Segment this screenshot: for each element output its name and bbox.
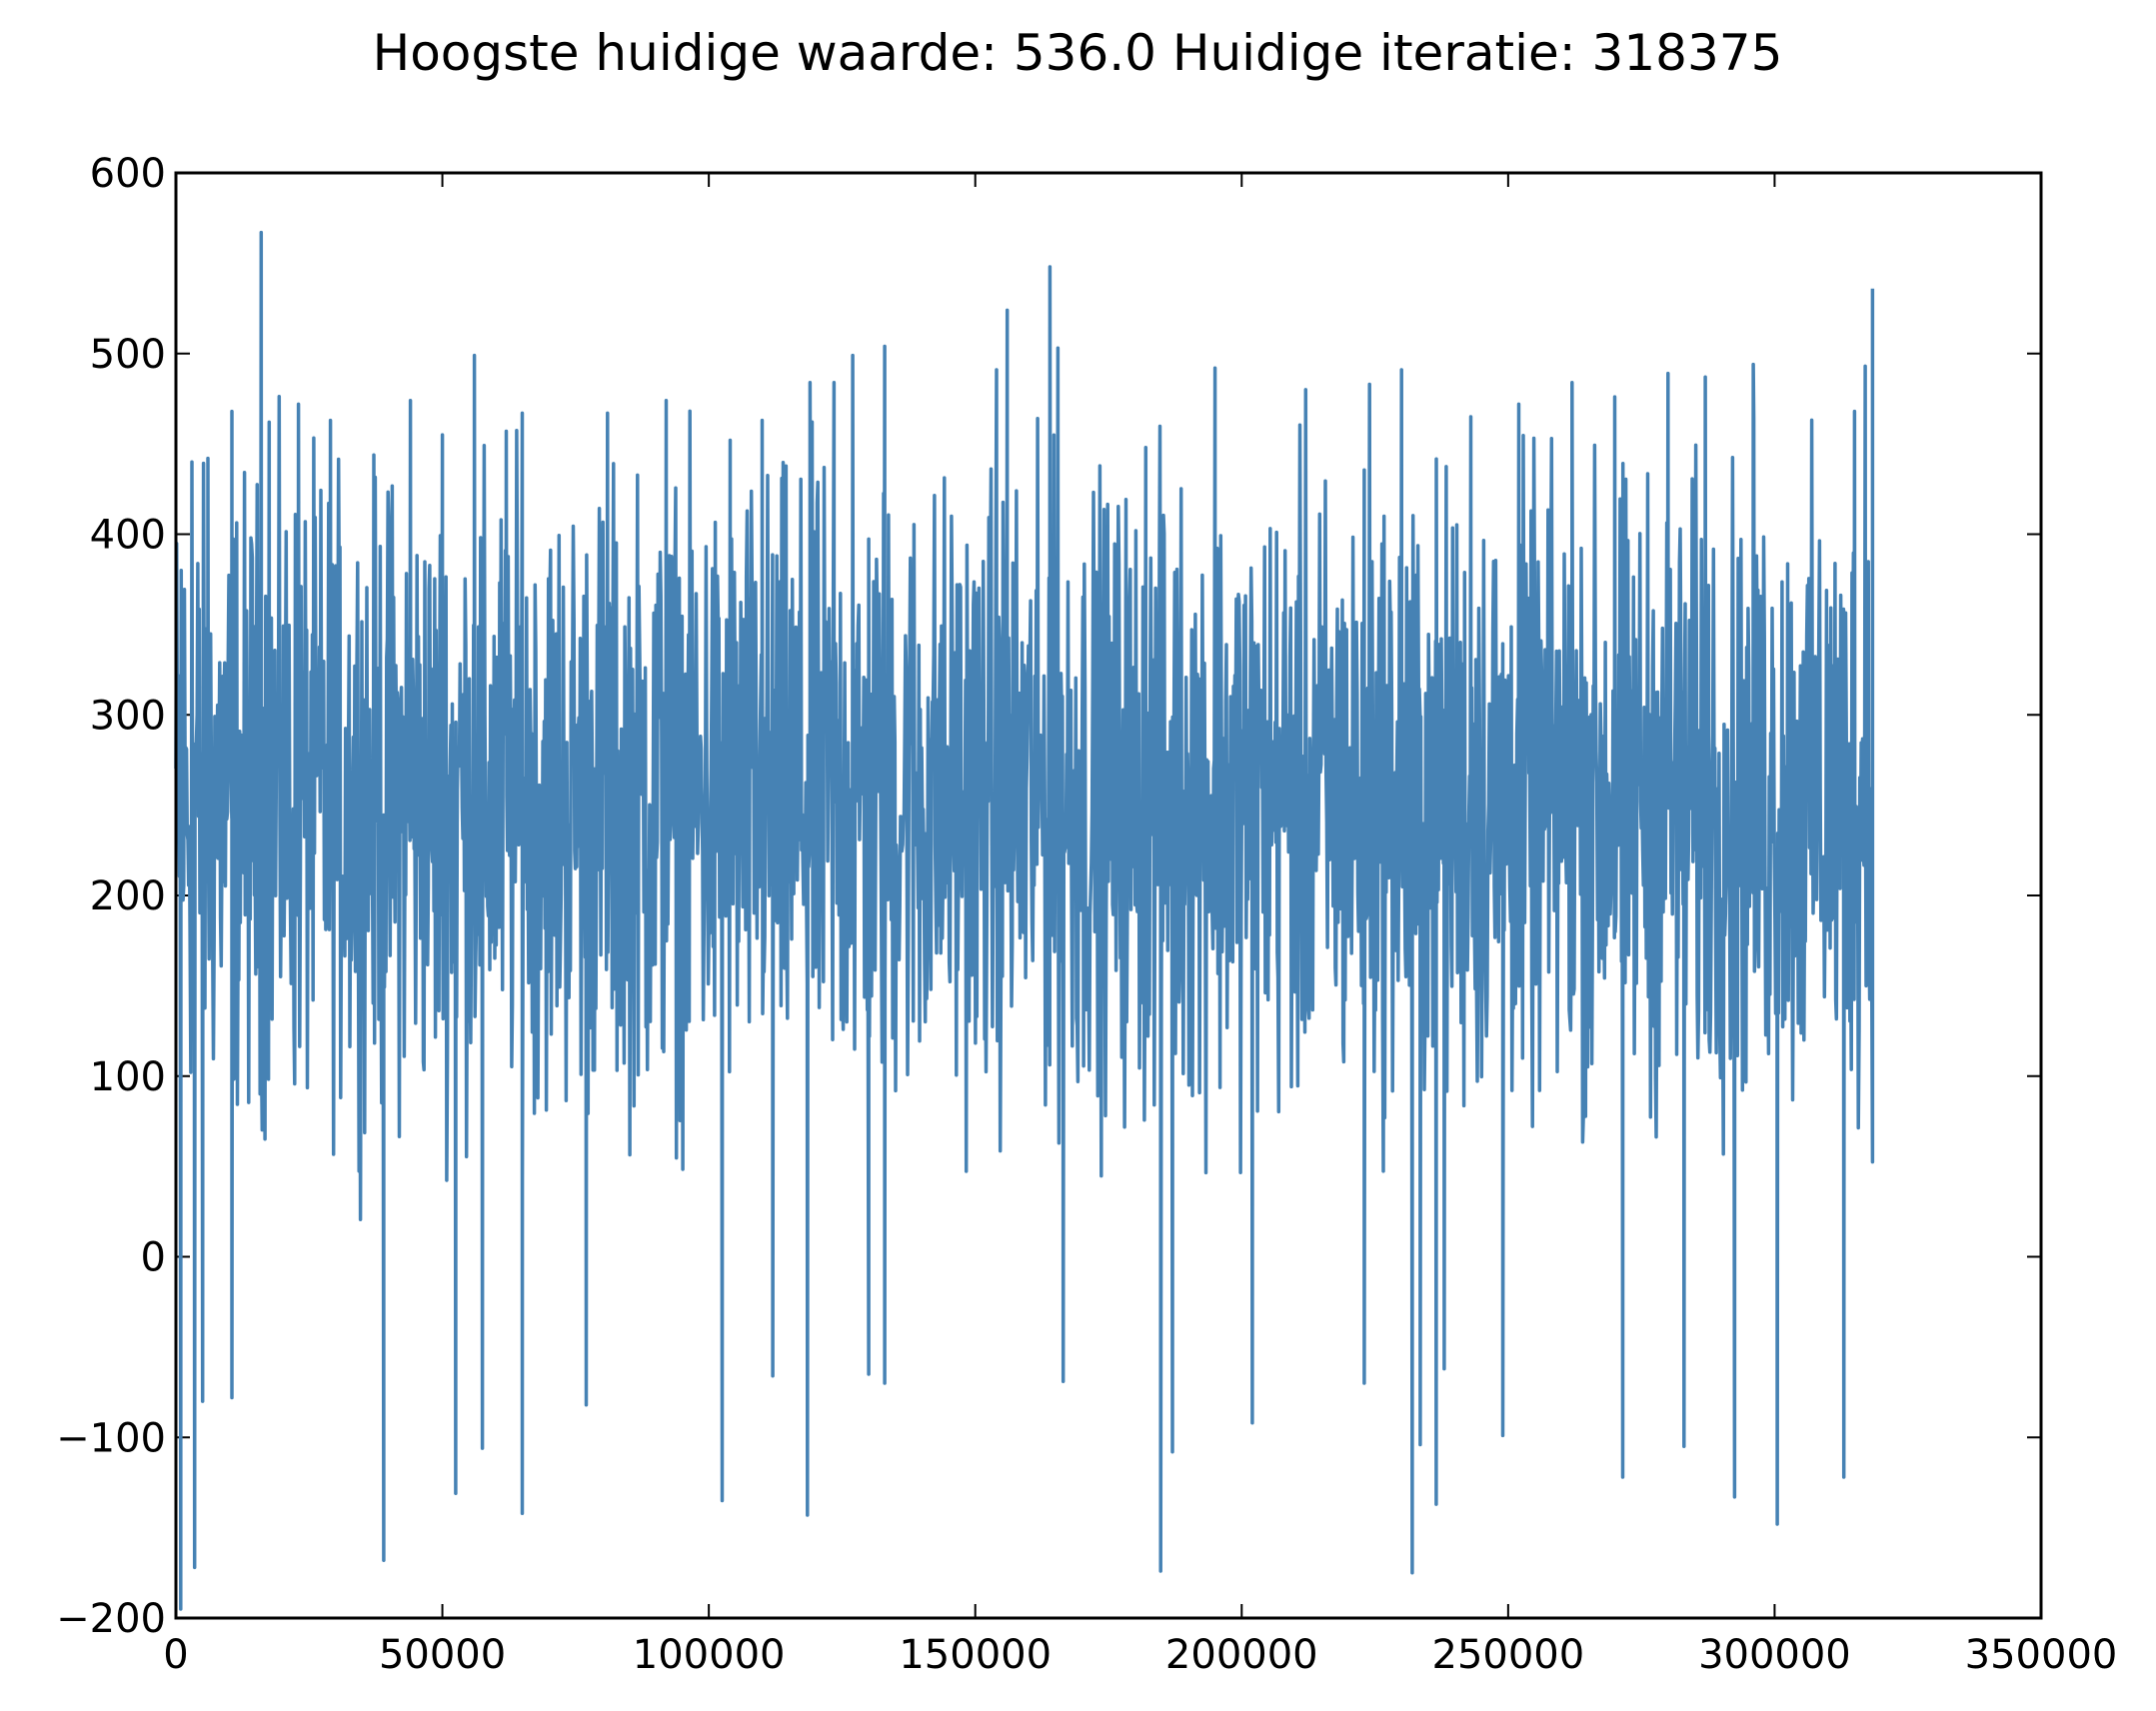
x-tick-label: 50000 (379, 1632, 506, 1678)
y-tick-label: 300 (90, 693, 166, 739)
y-tick-label: 0 (141, 1235, 166, 1281)
y-tick-label: 400 (90, 513, 166, 559)
x-tick-label: 350000 (1965, 1632, 2118, 1678)
x-tick-label: 150000 (899, 1632, 1052, 1678)
x-tick-label: 200000 (1165, 1632, 1318, 1678)
y-tick-label: −200 (56, 1596, 166, 1642)
series-line (174, 230, 1875, 1611)
y-tick-label: 600 (90, 151, 166, 197)
chart-title: Hoogste huidige waarde: 536.0 Huidige it… (373, 24, 1783, 82)
x-tick-label: 250000 (1432, 1632, 1585, 1678)
x-axis: 0 50000 100000 150000 200000 250000 300000 3500… (163, 173, 2117, 1678)
y-tick-label: 500 (90, 332, 166, 378)
y-tick-label: 200 (90, 873, 166, 919)
y-axis: −200 −100 0 100 200 300 400 500 600 (56, 151, 2041, 1642)
y-tick-label: −100 (56, 1415, 166, 1461)
x-tick-label: 300000 (1698, 1632, 1851, 1678)
plot-frame (174, 171, 2043, 1620)
x-tick-label: 0 (163, 1632, 188, 1678)
y-tick-label: 100 (90, 1054, 166, 1100)
x-tick-label: 100000 (633, 1632, 786, 1678)
